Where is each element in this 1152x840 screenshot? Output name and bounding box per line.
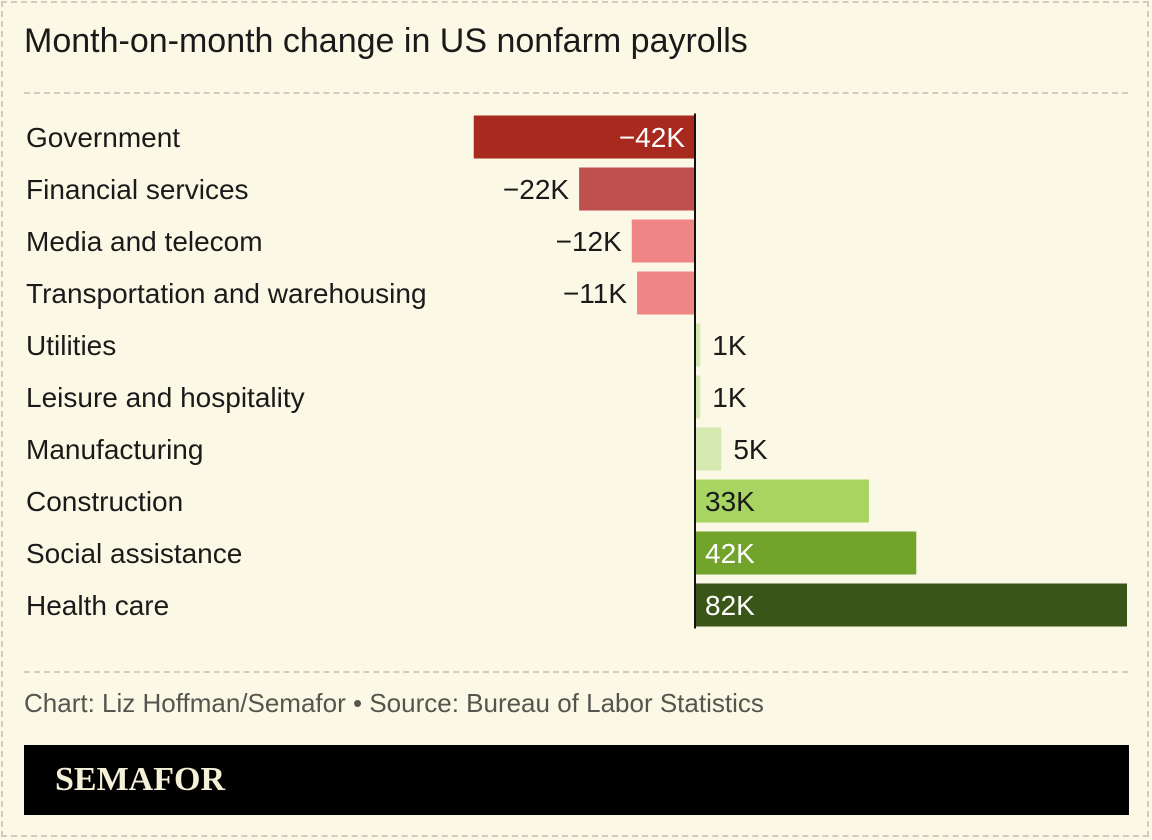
value-label: −12K — [556, 226, 622, 257]
category-label: Media and telecom — [26, 226, 263, 257]
category-label: Health care — [26, 590, 169, 621]
category-label: Utilities — [26, 330, 116, 361]
bar — [695, 479, 869, 523]
source-credit: Chart: Liz Hoffman/Semafor • Source: Bur… — [24, 688, 764, 718]
category-label: Transportation and warehousing — [26, 278, 427, 309]
bar — [473, 115, 695, 159]
chart-title: Month-on-month change in US nonfarm payr… — [24, 22, 748, 60]
category-label: Leisure and hospitality — [26, 382, 305, 413]
bar — [637, 271, 695, 315]
bar — [695, 583, 1127, 627]
value-label: 33K — [705, 486, 755, 517]
category-label: Construction — [26, 486, 183, 517]
category-label: Financial services — [26, 174, 249, 205]
category-label: Government — [26, 122, 180, 153]
bar — [695, 427, 722, 471]
value-label: −11K — [563, 278, 627, 309]
bar — [631, 219, 695, 263]
bar-chart: Government −42K Financial services −22K Medi… — [26, 113, 1127, 629]
bar — [695, 323, 701, 367]
value-label: 5K — [733, 434, 768, 465]
value-label: 82K — [705, 590, 755, 621]
bar — [695, 375, 701, 419]
value-label: 1K — [712, 330, 747, 361]
bar — [579, 167, 695, 211]
bar — [695, 531, 917, 575]
brand-bar: SEMAFOR — [24, 745, 1129, 815]
semafor-logo: SEMAFOR — [55, 761, 225, 798]
value-label: −42K — [619, 122, 685, 153]
category-label: Social assistance — [26, 538, 242, 569]
category-label: Manufacturing — [26, 434, 203, 465]
value-label: 1K — [712, 382, 747, 413]
value-label: 42K — [705, 538, 755, 569]
divider — [24, 671, 1128, 673]
value-label: −22K — [503, 174, 569, 205]
divider — [24, 92, 1128, 94]
